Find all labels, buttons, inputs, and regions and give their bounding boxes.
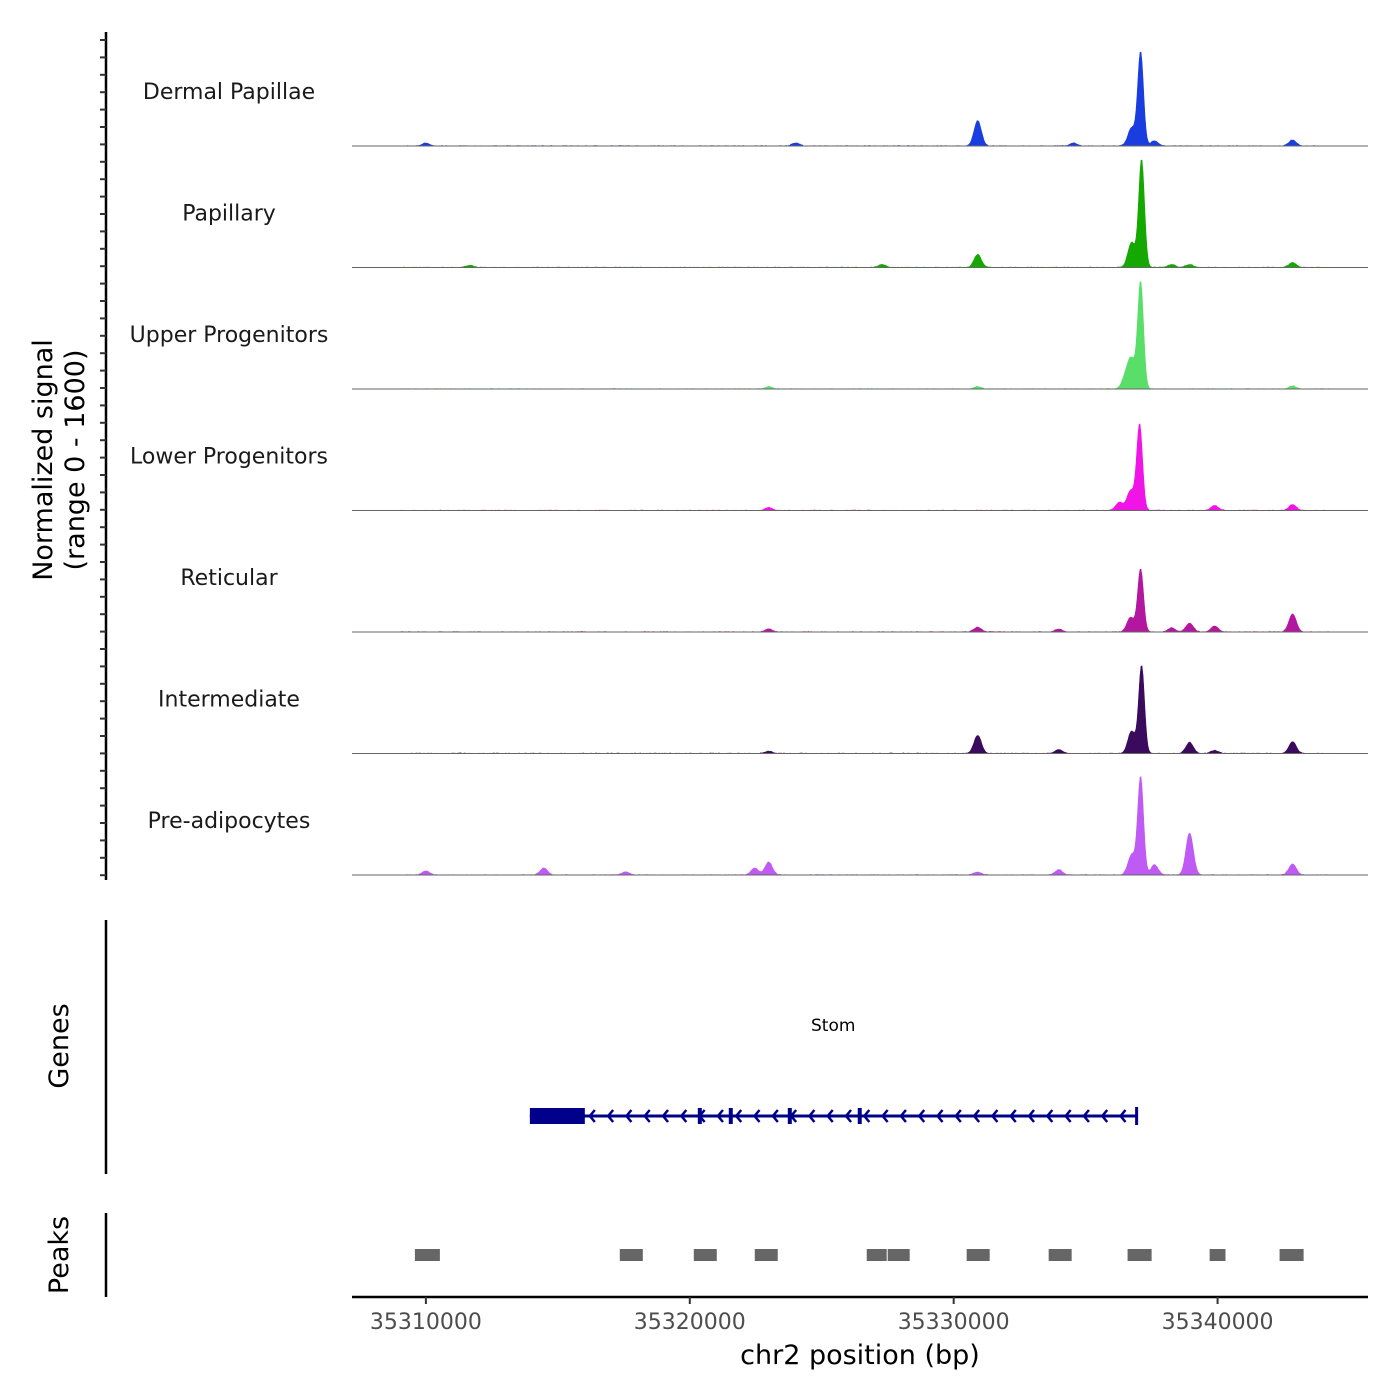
track-label: Pre-adipocytes	[148, 809, 311, 834]
peak-region	[754, 1249, 778, 1261]
strand-arrow-icon	[899, 1109, 907, 1123]
peak-region	[693, 1249, 717, 1261]
coverage-area	[352, 159, 1368, 268]
track-dermal-papillae: Dermal Papillae	[143, 51, 1368, 147]
strand-arrow-icon	[752, 1109, 761, 1123]
peak-region	[1209, 1249, 1226, 1261]
peak-region	[1048, 1249, 1072, 1261]
coverage-area	[352, 281, 1368, 390]
track-label: Papillary	[182, 202, 276, 227]
signal-y-axis-title: Normalized signal(range 0 - 1600)	[28, 339, 91, 581]
strand-arrow-icon	[679, 1109, 688, 1123]
strand-arrow-icon	[1082, 1109, 1090, 1123]
coverage-area	[352, 665, 1368, 754]
strand-arrow-icon	[588, 1109, 596, 1123]
strand-arrow-icon	[716, 1109, 724, 1123]
coverage-area	[352, 51, 1368, 147]
gene-exon-block	[529, 1108, 585, 1124]
strand-arrow-icon	[624, 1109, 633, 1123]
track-intermediate: Intermediate	[158, 665, 1368, 754]
strand-arrow-icon	[954, 1109, 962, 1123]
signal-y-axis-ticks	[100, 39, 106, 877]
track-label: Reticular	[180, 566, 278, 591]
gene-track: Stom	[529, 1016, 1139, 1125]
coverage-area	[352, 568, 1368, 633]
strand-arrow-icon	[1118, 1109, 1127, 1123]
coverage-tracks: Dermal Papillae Papillary Upper Progenitor…	[130, 51, 1368, 876]
strand-arrow-icon	[917, 1109, 926, 1123]
strand-arrow-icon	[972, 1109, 981, 1123]
peak-region	[887, 1249, 910, 1261]
x-axis-ticks: 35310000 35320000 35330000 35340000	[370, 1297, 1274, 1335]
coverage-area	[352, 423, 1368, 511]
track-label: Dermal Papillae	[143, 80, 315, 105]
strand-arrow-icon	[807, 1109, 816, 1123]
track-upper-progenitors: Upper Progenitors	[130, 281, 1368, 390]
ylabel-line-2: (range 0 - 1600)	[60, 350, 91, 571]
strand-arrow-icon	[935, 1109, 944, 1123]
strand-arrow-icon	[1009, 1109, 1017, 1123]
track-papillary: Papillary	[182, 159, 1368, 268]
strand-arrow-icon	[826, 1109, 834, 1123]
peaks-axis-title: Peaks	[44, 1216, 75, 1294]
strand-arrow-icon	[1100, 1109, 1109, 1123]
strand-arrow-icon	[789, 1109, 798, 1123]
genes-axis-title: Genes	[44, 1003, 75, 1088]
strand-arrow-icon	[844, 1109, 852, 1123]
strand-arrow-icon	[1027, 1109, 1036, 1123]
x-tick-label: 35340000	[1162, 1310, 1274, 1335]
gene-exon-mark	[857, 1108, 862, 1124]
track-label: Intermediate	[158, 688, 300, 713]
strand-arrow-icon	[606, 1109, 615, 1123]
x-tick-label: 35310000	[370, 1310, 482, 1335]
strand-arrow-icon	[990, 1109, 999, 1123]
coverage-area	[352, 776, 1368, 876]
peak-region	[1127, 1249, 1152, 1261]
peak-region	[866, 1249, 887, 1261]
track-label: Lower Progenitors	[130, 445, 328, 470]
track-pre-adipocytes: Pre-adipocytes	[148, 776, 1368, 876]
x-tick-label: 35320000	[634, 1310, 746, 1335]
strand-arrow-icon	[698, 1109, 706, 1123]
peak-track	[414, 1249, 1304, 1261]
peak-region	[414, 1249, 440, 1261]
peak-region	[619, 1249, 643, 1261]
gene-label: Stom	[811, 1016, 855, 1036]
strand-arrow-icon	[661, 1109, 669, 1123]
strand-arrow-icon	[881, 1109, 889, 1123]
peak-region	[1279, 1249, 1304, 1261]
strand-arrow-icon	[1045, 1109, 1054, 1123]
track-reticular: Reticular	[180, 566, 1368, 633]
ylabel-line-1: Normalized signal	[28, 339, 59, 581]
strand-arrow-icon	[734, 1109, 743, 1123]
track-label: Upper Progenitors	[130, 323, 329, 348]
strand-arrow-icon	[771, 1109, 779, 1123]
strand-arrow-icon	[643, 1109, 651, 1123]
gene-exon-mark	[728, 1108, 733, 1124]
strand-arrow-icon	[862, 1109, 871, 1123]
x-axis-title: chr2 position (bp)	[740, 1340, 980, 1371]
strand-arrow-icon	[1064, 1109, 1072, 1123]
x-tick-label: 35330000	[898, 1310, 1010, 1335]
peak-region	[966, 1249, 990, 1261]
track-lower-progenitors: Lower Progenitors	[130, 423, 1368, 511]
